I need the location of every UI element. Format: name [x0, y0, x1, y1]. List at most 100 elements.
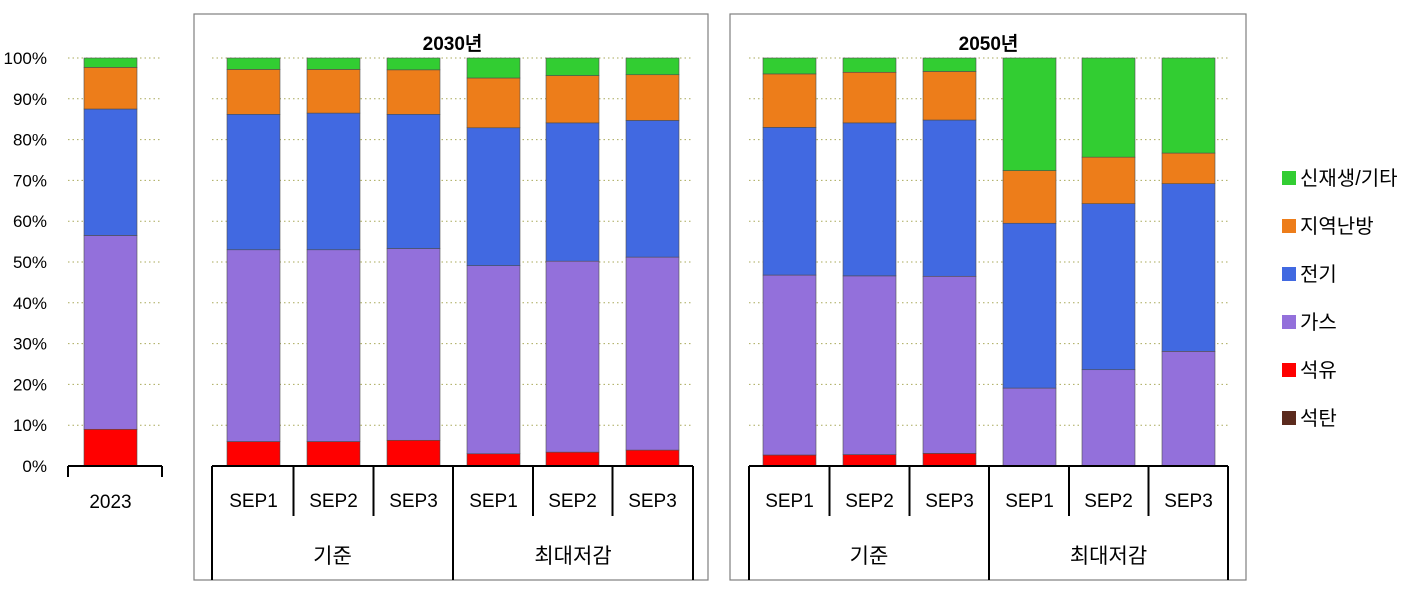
bar-segment-신재생/기타 [307, 58, 360, 69]
bar-segment-석유 [467, 454, 520, 466]
bar-segment-신재생/기타 [1082, 58, 1135, 157]
bar-segment-전기 [626, 120, 679, 257]
bar-segment-가스 [307, 250, 360, 442]
bar-segment-신재생/기타 [1162, 58, 1215, 153]
bar-segment-가스 [843, 276, 896, 455]
legend-label: 전기 [1300, 263, 1337, 286]
bar-segment-신재생/기타 [227, 58, 280, 69]
bar-label: SEP2 [845, 491, 894, 512]
legend-label: 석탄 [1300, 407, 1337, 430]
bar-segment-석유 [626, 450, 679, 466]
y-tick-label: 20% [13, 375, 47, 394]
bar-segment-지역난방 [1162, 153, 1215, 184]
bar-segment-지역난방 [1082, 157, 1135, 204]
bar-segment-신재생/기타 [84, 58, 137, 67]
bar-label: SEP1 [765, 491, 814, 512]
bar-segment-가스 [546, 261, 599, 452]
bar-segment-지역난방 [763, 74, 816, 127]
bar-segment-지역난방 [467, 78, 520, 128]
bar-segment-전기 [387, 114, 440, 248]
bar-label: SEP3 [628, 491, 677, 512]
legend-label: 지역난방 [1300, 215, 1374, 238]
bar-segment-석유 [763, 455, 816, 466]
bar-segment-전기 [84, 109, 137, 235]
group-label: 최대저감 [1070, 545, 1147, 568]
bar-segment-가스 [923, 276, 976, 453]
bar-label: SEP2 [548, 491, 597, 512]
legend-swatch [1282, 363, 1296, 377]
bar-segment-신재생/기타 [843, 58, 896, 72]
bar-label: SEP1 [469, 491, 518, 512]
bar-segment-전기 [467, 128, 520, 266]
bar-label: SEP3 [1164, 491, 1213, 512]
bar-segment-신재생/기타 [1003, 58, 1056, 171]
bar-segment-전기 [1003, 223, 1056, 388]
bar-segment-지역난방 [307, 69, 360, 113]
bar-segment-전기 [843, 123, 896, 276]
bar-segment-신재생/기타 [923, 58, 976, 71]
bar-segment-석유 [387, 440, 440, 465]
legend-label: 석유 [1300, 359, 1337, 382]
y-tick-label: 30% [13, 335, 47, 354]
bar-segment-석유 [923, 453, 976, 465]
panel-title: 2050년 [959, 33, 1019, 55]
bar-segment-전기 [546, 123, 599, 261]
bar-segment-신재생/기타 [763, 58, 816, 74]
bar-label: SEP2 [309, 491, 358, 512]
legend-swatch [1282, 219, 1296, 233]
bar-segment-전기 [1082, 204, 1135, 370]
bar-segment-지역난방 [84, 67, 137, 109]
panel-title: 2030년 [423, 33, 483, 55]
bar-segment-지역난방 [546, 76, 599, 123]
bar-segment-전기 [763, 127, 816, 275]
legend-swatch [1282, 315, 1296, 329]
bar-segment-석유 [84, 429, 137, 465]
bar-segment-지역난방 [843, 72, 896, 123]
y-tick-label: 80% [13, 131, 47, 150]
legend-swatch [1282, 171, 1296, 185]
bar-label: SEP2 [1084, 491, 1133, 512]
bar-segment-가스 [626, 257, 679, 450]
bar-segment-전기 [307, 113, 360, 250]
bar-segment-지역난방 [626, 75, 679, 121]
bar-segment-석유 [227, 442, 280, 466]
bar-label: SEP3 [389, 491, 438, 512]
bar-segment-지역난방 [227, 69, 280, 114]
bar-segment-가스 [467, 266, 520, 454]
bar-label: SEP1 [229, 491, 278, 512]
y-tick-label: 10% [13, 416, 47, 435]
bar-segment-전기 [1162, 184, 1215, 352]
bar-segment-전기 [227, 114, 280, 249]
bar-label: SEP1 [1005, 491, 1054, 512]
bar-label: SEP3 [925, 491, 974, 512]
bar-segment-가스 [84, 235, 137, 429]
bar-segment-가스 [1003, 388, 1056, 466]
y-tick-label: 40% [13, 294, 47, 313]
bar-segment-신재생/기타 [387, 58, 440, 70]
group-label: 기준 [850, 545, 889, 568]
legend-swatch [1282, 267, 1296, 281]
group-label: 최대저감 [534, 545, 611, 568]
bar-segment-석유 [546, 452, 599, 465]
bar-segment-가스 [227, 250, 280, 442]
bar-segment-석유 [843, 455, 896, 466]
bar-label: 2023 [89, 492, 131, 513]
bar-segment-지역난방 [923, 71, 976, 120]
y-tick-label: 50% [13, 253, 47, 272]
bar-segment-신재생/기타 [626, 58, 679, 75]
bar-segment-신재생/기타 [546, 58, 599, 76]
bar-segment-전기 [923, 120, 976, 276]
legend-label: 신재생/기타 [1300, 167, 1398, 190]
group-label: 기준 [313, 545, 352, 568]
y-tick-label: 70% [13, 171, 47, 190]
bar-segment-지역난방 [387, 70, 440, 114]
legend-label: 가스 [1300, 311, 1337, 334]
bar-segment-석유 [307, 442, 360, 466]
bar-segment-가스 [763, 275, 816, 455]
bar-segment-가스 [1162, 351, 1215, 466]
y-tick-label: 0% [22, 457, 47, 476]
y-tick-label: 60% [13, 212, 47, 231]
bar-segment-가스 [1082, 370, 1135, 466]
